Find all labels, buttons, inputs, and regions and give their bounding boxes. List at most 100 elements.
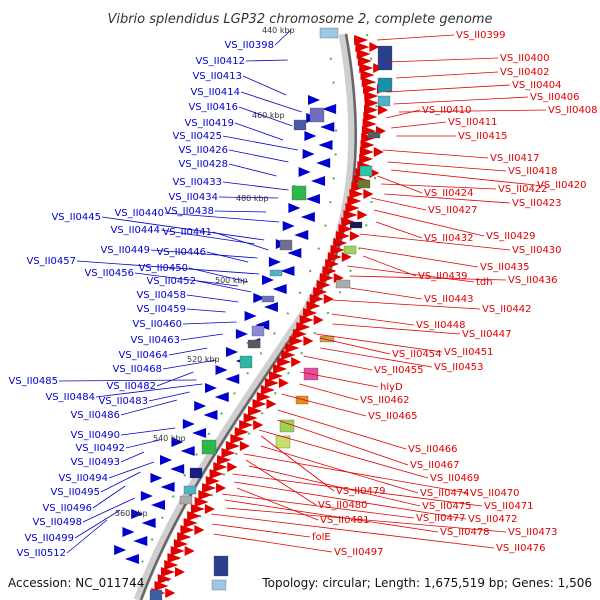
- gene-arrow: [335, 231, 350, 241]
- gene-arrow: [187, 511, 202, 521]
- leader-line: [281, 393, 367, 417]
- gene-arrow: [345, 203, 360, 213]
- gene-arrow: [281, 350, 296, 360]
- leader-line: [303, 355, 373, 371]
- gene-label: VS_II0497: [334, 547, 384, 558]
- gene-label: VS_II0415: [458, 131, 508, 142]
- gene-block: [269, 269, 283, 277]
- gene-arrow: [205, 476, 220, 486]
- gene-arrow: [363, 189, 374, 199]
- gene-label: VS_II0433: [172, 177, 222, 188]
- leader-line: [386, 84, 511, 93]
- leader-line: [120, 427, 176, 436]
- leader-line: [391, 169, 536, 186]
- gene-label: VS_II0454: [392, 349, 442, 360]
- gene-arrow: [205, 383, 217, 393]
- gene-label: VS_II0436: [508, 275, 558, 286]
- gene-arrow: [349, 231, 360, 241]
- leader-line: [228, 163, 277, 177]
- gene-arrow: [256, 392, 271, 402]
- gene-label: VS_II0452: [146, 276, 196, 287]
- gene-arrow: [167, 553, 182, 563]
- gene-arrow: [225, 441, 240, 451]
- tick-label: 560 kbp: [115, 509, 148, 518]
- gene-arrow: [289, 336, 304, 346]
- leader-line: [101, 216, 265, 241]
- leader-line: [243, 453, 469, 494]
- gene-arrow: [291, 357, 302, 367]
- leader-line: [188, 267, 249, 283]
- gene-label: VS_II0434: [168, 192, 218, 203]
- leader-line: [371, 197, 427, 211]
- tick-label: 480 kbp: [236, 194, 269, 203]
- leader-line: [214, 210, 267, 213]
- gene-arrow: [313, 287, 328, 297]
- gene-arrow: [305, 194, 320, 204]
- tick-label: 460 kbp: [252, 111, 285, 120]
- gene-arrow: [253, 420, 264, 430]
- gene-block: [211, 579, 227, 591]
- leader-line: [234, 481, 467, 520]
- gene-arrow: [183, 518, 198, 528]
- gene-block: [359, 165, 373, 177]
- gene-label: VS_II0459: [136, 304, 186, 315]
- gene-block: [293, 119, 307, 131]
- gene-label: VS_II0443: [424, 294, 474, 305]
- gene-arrow: [243, 413, 258, 423]
- gene-arrow: [253, 293, 266, 303]
- gene-arrow: [198, 490, 213, 500]
- leader-line: [120, 399, 178, 416]
- leader-line: [363, 255, 417, 277]
- leader-line: [234, 122, 284, 141]
- gene-label: VS_II0447: [462, 329, 512, 340]
- gene-label: VS_II0425: [172, 131, 222, 142]
- gene-arrow: [174, 567, 185, 577]
- gene-label: VS_II0498: [32, 517, 82, 528]
- tick-label: 520 kbp: [187, 355, 220, 364]
- gene-label: VS_II0413: [192, 71, 242, 82]
- gene-label: VS_II0464: [118, 350, 168, 361]
- gene-label: VS_II0467: [410, 460, 460, 471]
- leader-line: [245, 59, 288, 62]
- leader-line: [58, 379, 197, 382]
- gene-label: VS_II0450: [138, 263, 188, 274]
- leader-line: [384, 193, 511, 204]
- gene-arrow: [287, 248, 302, 258]
- gene-arrow: [226, 347, 238, 357]
- gene-label: VS_II0485: [8, 376, 58, 387]
- gene-arrow: [216, 483, 227, 493]
- leader-line: [320, 347, 433, 368]
- gene-arrow: [268, 257, 281, 267]
- gene-arrow: [355, 42, 370, 52]
- gene-block: [377, 77, 393, 93]
- gene-label: VS_II0441: [162, 227, 212, 238]
- gene-label: VS_II0442: [482, 304, 532, 315]
- gene-label: VS_II0465: [368, 411, 418, 422]
- leader-line: [218, 196, 279, 199]
- gene-arrow: [294, 230, 309, 240]
- gene-label: VS_II0472: [468, 514, 518, 525]
- gene-label: VS_II0399: [456, 30, 506, 41]
- leader-line: [319, 337, 391, 355]
- gene-label: VS_II0474: [420, 488, 470, 499]
- gene-label: VS_II0499: [24, 533, 74, 544]
- gene-arrow: [360, 70, 375, 80]
- gene-label: VS_II0486: [70, 410, 120, 421]
- leader-line: [150, 249, 258, 259]
- gene-arrow: [273, 364, 288, 374]
- gene-arrow: [303, 336, 314, 346]
- leader-line: [387, 161, 507, 172]
- leader-line: [95, 383, 203, 398]
- gene-arrow: [359, 154, 374, 164]
- gene-arrow: [203, 410, 218, 420]
- gene-arrow: [141, 518, 156, 528]
- gene-arrow: [260, 385, 275, 395]
- gene-label: tdh: [476, 277, 493, 288]
- gene-arrow: [215, 365, 228, 375]
- leader-line: [238, 106, 293, 127]
- leader-line: [274, 29, 292, 46]
- leader-line: [160, 229, 255, 245]
- leader-line: [120, 451, 145, 463]
- leader-line: [332, 323, 461, 335]
- gene-label: VS_II0484: [45, 392, 95, 403]
